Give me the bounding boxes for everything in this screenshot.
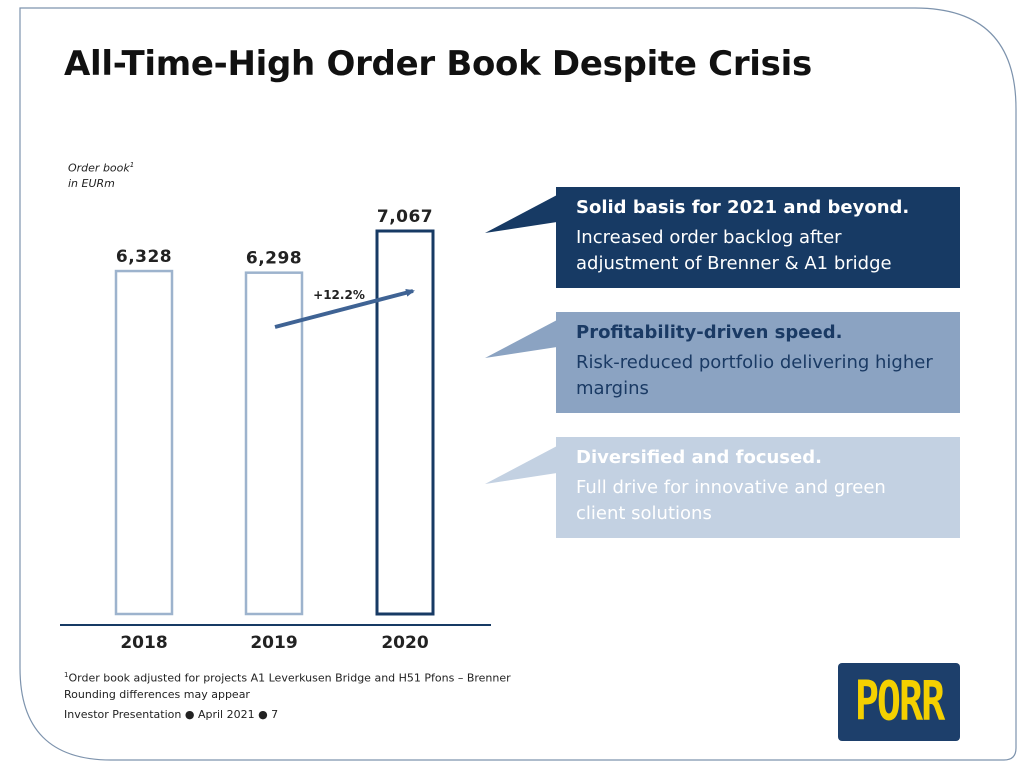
value-label-2020: 7,067 (377, 207, 433, 227)
callout-profitability: Profitability-driven speed. Risk-reduced… (556, 312, 960, 413)
callout-body: Increased order backlog after adjustment… (576, 227, 892, 274)
bar-2019 (244, 271, 304, 616)
porr-logo: PORR (838, 663, 960, 741)
bar-2020 (375, 229, 435, 616)
logo-wordmark: PORR (854, 670, 945, 734)
footnote-line2: Rounding differences may appear (64, 687, 250, 701)
callout-heading: Solid basis for 2021 and beyond. (576, 197, 910, 218)
unit-label-footnote-marker: 1 (129, 161, 135, 169)
bar-2018 (114, 269, 174, 616)
callout-pointer-1 (485, 195, 557, 233)
callout-body: Risk-reduced portfolio delivering higher… (576, 352, 933, 399)
growth-arrow (274, 288, 415, 329)
callout-heading: Profitability-driven speed. (576, 322, 843, 343)
footnote-line1: Order book adjusted for projects A1 Leve… (68, 671, 511, 685)
callout-pointer-3 (485, 446, 557, 484)
callout-solid-basis: Solid basis for 2021 and beyond. Increas… (556, 187, 960, 288)
category-label-2019: 2019 (250, 633, 297, 653)
callout-body: Full drive for innovative and green clie… (576, 477, 886, 524)
category-label-2018: 2018 (120, 633, 167, 653)
callout-heading: Diversified and focused. (576, 447, 822, 468)
footnote-marker: 1 (64, 671, 69, 679)
footnote: 1Order book adjusted for projects A1 Lev… (64, 667, 511, 703)
page-title: All-Time-High Order Book Despite Crisis (64, 44, 812, 84)
unit-label: Order book1 in EURm (68, 158, 134, 191)
callout-pointer-2 (485, 320, 557, 358)
value-label-2019: 6,298 (246, 249, 302, 269)
category-label-2020: 2020 (381, 633, 428, 653)
footer-text: Investor Presentation ● April 2021 ● 7 (64, 708, 279, 721)
unit-label-line2: in EURm (68, 176, 115, 190)
growth-label: +12.2% (313, 288, 365, 302)
callout-diversified: Diversified and focused. Full drive for … (556, 437, 960, 538)
value-label-2018: 6,328 (116, 247, 172, 267)
unit-label-line1: Order book (68, 161, 130, 175)
